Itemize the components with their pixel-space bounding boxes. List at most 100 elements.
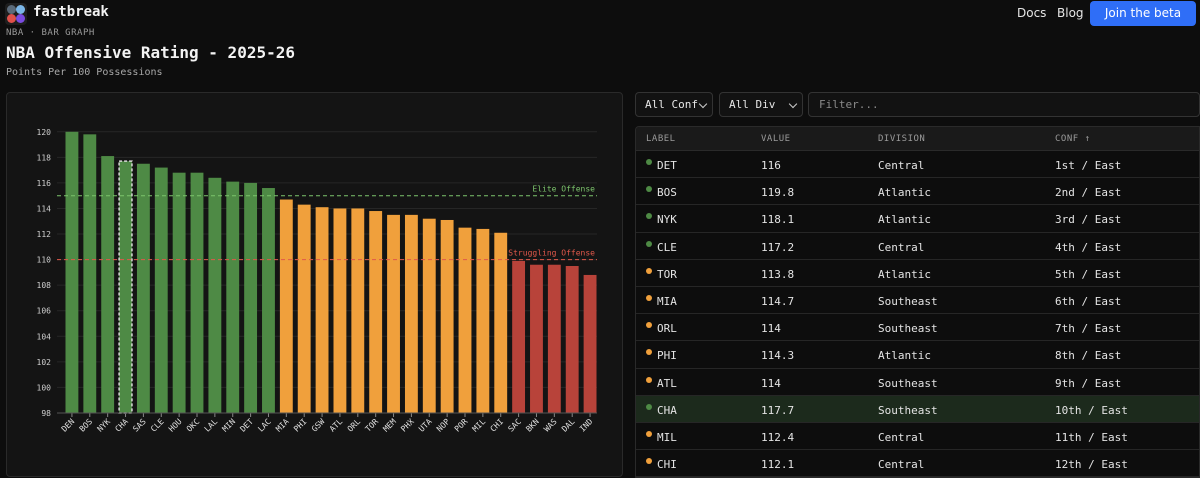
bar-uta <box>422 218 436 413</box>
table-row[interactable]: ATL 114 Southeast 9th / East <box>636 369 1199 396</box>
cell-conf: 8th / East <box>1055 349 1122 363</box>
cell-division: Atlantic <box>878 213 931 227</box>
fastbreak-logo-icon[interactable] <box>5 3 27 25</box>
bar-dal <box>565 266 579 413</box>
conference-select[interactable]: All Conf <box>635 92 713 117</box>
column-header-value[interactable]: VALUE <box>761 134 791 144</box>
bar-was <box>547 264 561 413</box>
cell-label: CHA <box>657 403 677 417</box>
cell-label: ATL <box>657 376 677 390</box>
bar-chart: 98 100 102 104 106 108 110 112 114 116 118 120 DEN BO… <box>37 128 597 434</box>
cell-label: ORL <box>657 322 677 336</box>
cell-value: 117.2 <box>761 240 795 254</box>
y-tick-label: 108 <box>37 281 52 290</box>
cell-division: Southeast <box>878 403 938 417</box>
cell-conf: 5th / East <box>1055 267 1122 281</box>
join-beta-button[interactable]: Join the beta <box>1090 1 1196 26</box>
bar-ind <box>583 274 597 413</box>
x-tick-label: MEM <box>381 417 398 434</box>
cell-conf: 12th / East <box>1055 458 1128 472</box>
y-tick-label: 102 <box>37 358 52 367</box>
reference-line-label: Elite Offense <box>532 185 595 194</box>
column-header-division[interactable]: DIVISION <box>878 134 926 144</box>
table-row[interactable]: PHI 114.3 Atlantic 8th / East <box>636 341 1199 369</box>
column-header-label[interactable]: LABEL <box>646 134 676 144</box>
x-tick-label: LAL <box>203 417 220 434</box>
x-tick-label: TOR <box>363 417 380 434</box>
y-tick-label: 98 <box>41 409 51 418</box>
tier-dot-icon <box>646 322 652 329</box>
bar-lal <box>208 177 222 413</box>
cell-conf: 1st / East <box>1055 159 1122 172</box>
x-tick-label: DET <box>238 417 255 434</box>
cell-value: 116 <box>761 159 781 172</box>
y-tick-label: 116 <box>37 179 52 188</box>
cell-value: 114 <box>761 376 781 390</box>
tier-dot-icon <box>646 267 652 274</box>
bar-phi <box>297 204 311 413</box>
x-tick-label: IND <box>578 417 595 434</box>
x-tick-label: GSW <box>310 417 327 434</box>
cell-conf: 6th / East <box>1055 294 1122 308</box>
cell-label: TOR <box>657 267 677 281</box>
x-tick-label: DEN <box>60 417 77 434</box>
y-tick-label: 104 <box>37 332 52 341</box>
y-tick-label: 106 <box>37 307 52 316</box>
cell-division: Southeast <box>878 322 938 336</box>
tier-dot-icon <box>646 349 652 356</box>
cell-value: 114.3 <box>761 349 795 363</box>
tier-dot-icon <box>646 186 652 193</box>
y-tick-label: 110 <box>37 256 52 265</box>
column-header-conf[interactable]: CONF ↑ <box>1055 134 1091 144</box>
table-row[interactable]: CLE 117.2 Central 4th / East <box>636 233 1199 260</box>
page-subtitle: Points Per 100 Possessions <box>6 67 163 78</box>
x-tick-label: CLE <box>149 417 166 434</box>
y-tick-label: 120 <box>37 128 52 137</box>
cell-conf: 4th / East <box>1055 240 1122 254</box>
cell-label: MIL <box>657 430 677 444</box>
table-row[interactable]: CHA 117.7 Southeast 10th / East <box>636 395 1199 423</box>
table-row[interactable]: MIA 114.7 Southeast 6th / East <box>636 287 1199 315</box>
x-tick-label: WAS <box>542 417 559 434</box>
bar-mia <box>279 199 293 413</box>
breadcrumb: NBA · BAR GRAPH <box>6 28 95 38</box>
filter-input[interactable] <box>808 92 1200 117</box>
cell-label: NYK <box>657 213 677 227</box>
cell-conf: 2nd / East <box>1055 186 1122 200</box>
x-tick-label: NYK <box>95 417 112 434</box>
table-row[interactable]: CHI 112.1 Central 12th / East <box>636 450 1199 478</box>
table-row[interactable]: ORL 114 Southeast 7th / East <box>636 314 1199 342</box>
data-table: LABEL VALUE DIVISION CONF ↑ DET 116 Centra… <box>635 126 1200 478</box>
x-tick-label: CHI <box>489 417 506 434</box>
table-row[interactable]: BOS 119.8 Atlantic 2nd / East <box>636 178 1199 206</box>
y-tick-label: 100 <box>37 383 52 392</box>
x-tick-label: CHA <box>113 417 130 434</box>
tier-dot-icon <box>646 159 652 165</box>
docs-link[interactable]: Docs <box>1017 6 1047 20</box>
blog-link[interactable]: Blog <box>1057 6 1084 20</box>
cell-conf: 7th / East <box>1055 322 1122 336</box>
cell-conf: 11th / East <box>1055 430 1128 444</box>
bar-okc <box>190 172 204 413</box>
tier-dot-icon <box>646 376 652 383</box>
bar-atl <box>333 208 347 413</box>
table-header: LABEL VALUE DIVISION CONF ↑ <box>636 127 1199 151</box>
table-row[interactable]: MIL 112.4 Central 11th / East <box>636 423 1199 451</box>
table-row[interactable]: TOR 113.8 Atlantic 5th / East <box>636 260 1199 287</box>
bar-min <box>226 181 240 413</box>
cell-division: Southeast <box>878 376 938 390</box>
x-tick-label: MIL <box>471 417 488 434</box>
bar-por <box>458 227 472 413</box>
table-row[interactable]: NYK 118.1 Atlantic 3rd / East <box>636 205 1199 233</box>
conference-select-value: All Conf <box>645 98 698 111</box>
cell-division: Southeast <box>878 294 938 308</box>
bar-bos <box>83 134 97 414</box>
table-row[interactable]: DET 116 Central 1st / East <box>636 151 1199 179</box>
bar-mem <box>387 214 400 413</box>
x-tick-label: DAL <box>560 417 577 434</box>
brand-name[interactable]: fastbreak <box>33 4 109 20</box>
x-tick-label: OKC <box>185 417 202 434</box>
cell-label: CHI <box>657 458 677 472</box>
division-select[interactable]: All Div <box>719 92 803 117</box>
bar-nyk <box>101 156 115 413</box>
